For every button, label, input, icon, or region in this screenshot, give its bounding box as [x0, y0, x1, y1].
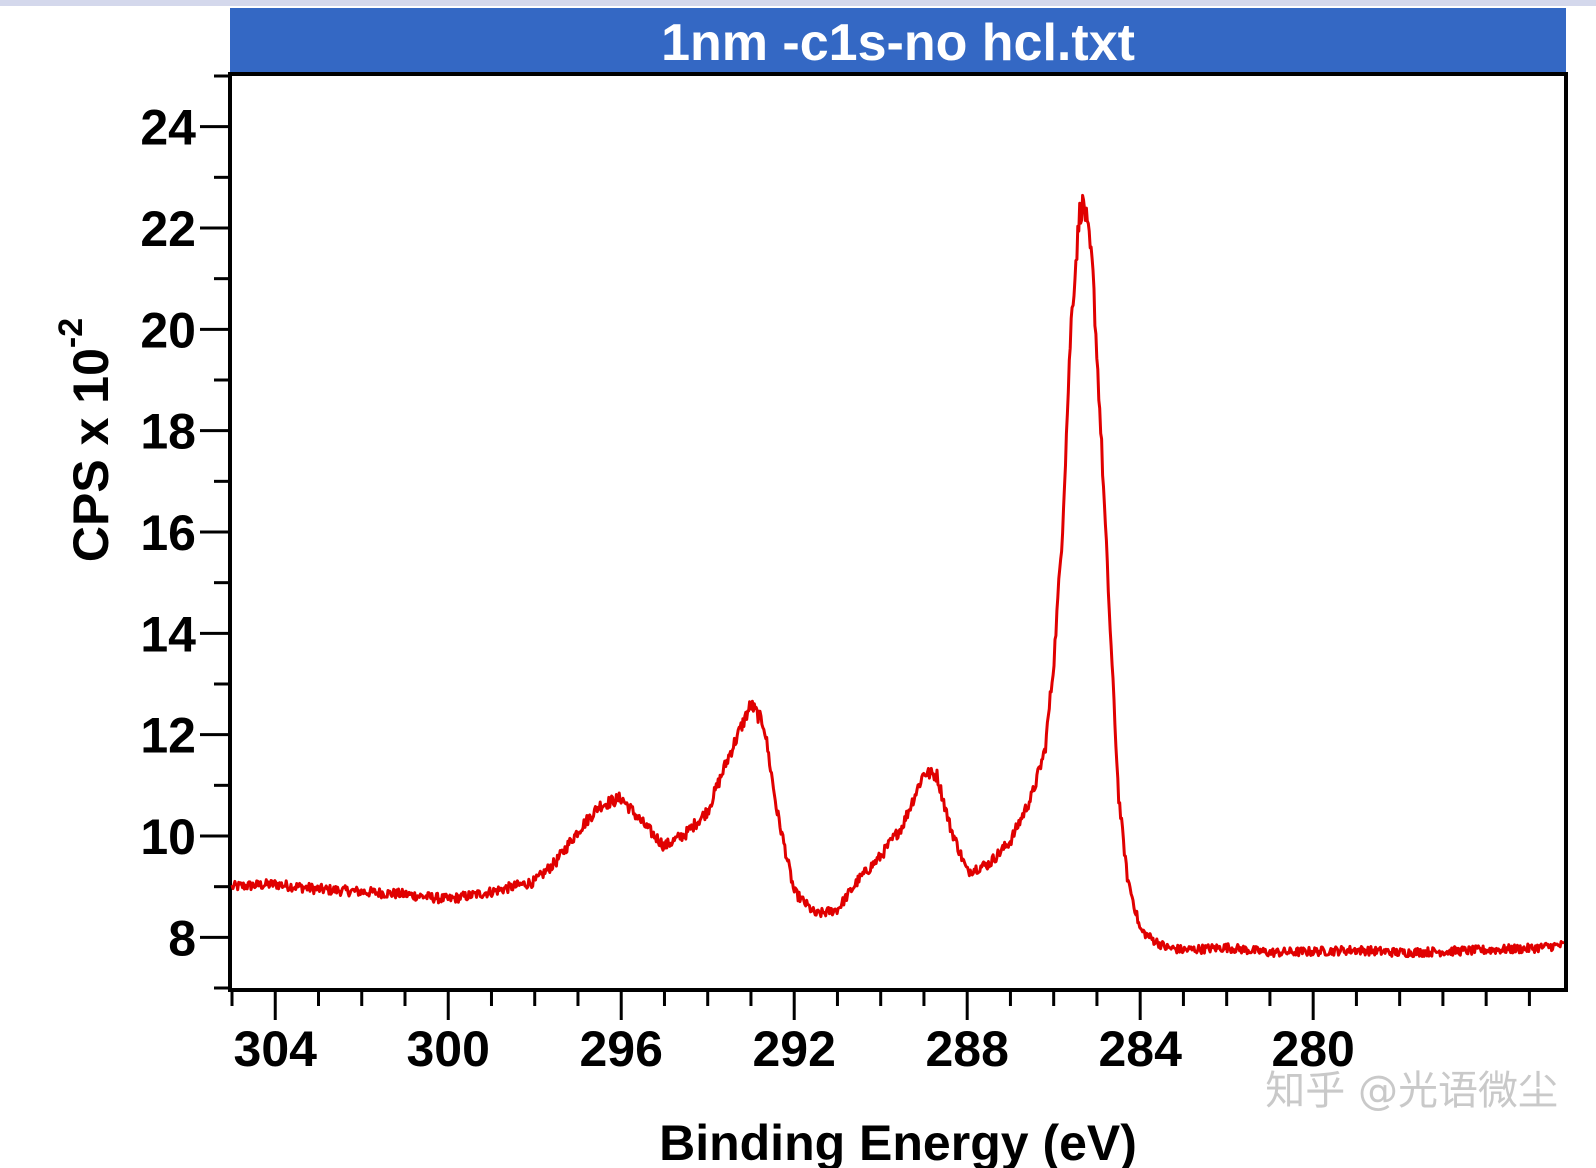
y-axis-tick-labels: 8 10 12 14 16 18 20 22 24	[140, 100, 196, 967]
x-tick-label: 292	[752, 1021, 835, 1077]
y-tick-label: 22	[140, 201, 196, 257]
y-tick-label: 16	[140, 505, 196, 561]
series-group	[230, 193, 1565, 959]
y-tick-label: 8	[168, 910, 196, 966]
y-axis-label: CPS x 10-2	[52, 318, 119, 562]
x-tick-label: 296	[580, 1021, 663, 1077]
y-tick-label: 18	[140, 404, 196, 460]
y-tick-label: 12	[140, 708, 196, 764]
y-axis-label-group: CPS x 10-2	[52, 318, 119, 562]
chart-title: 1nm -c1s-no hcl.txt	[661, 14, 1135, 72]
plot-frame	[228, 72, 1568, 992]
x-tick-label: 300	[407, 1021, 490, 1077]
x-axis-tick-labels: 304 300 296 292 288 284 280	[234, 1021, 1355, 1077]
watermark-text: 知乎 @光语微尘	[1265, 1068, 1558, 1114]
y-tick-label: 24	[140, 100, 196, 156]
y-tick-label: 10	[140, 809, 196, 865]
y-tick-label: 20	[140, 302, 196, 358]
y-axis-ticks	[200, 74, 230, 990]
top-strip	[0, 0, 1596, 6]
x-axis-ticks	[230, 992, 1531, 1020]
x-tick-label: 280	[1271, 1021, 1354, 1077]
y-tick-label: 14	[140, 606, 196, 662]
x-axis-label: Binding Energy (eV)	[659, 1115, 1137, 1168]
y-axis-label-text: CPS x 10	[63, 348, 119, 562]
x-tick-label: 304	[234, 1021, 318, 1077]
title-banner	[230, 8, 1566, 74]
x-tick-label: 284	[1098, 1021, 1182, 1077]
x-tick-label: 288	[925, 1021, 1008, 1077]
series-line	[230, 193, 1565, 959]
y-axis-label-exponent: -2	[52, 318, 90, 348]
